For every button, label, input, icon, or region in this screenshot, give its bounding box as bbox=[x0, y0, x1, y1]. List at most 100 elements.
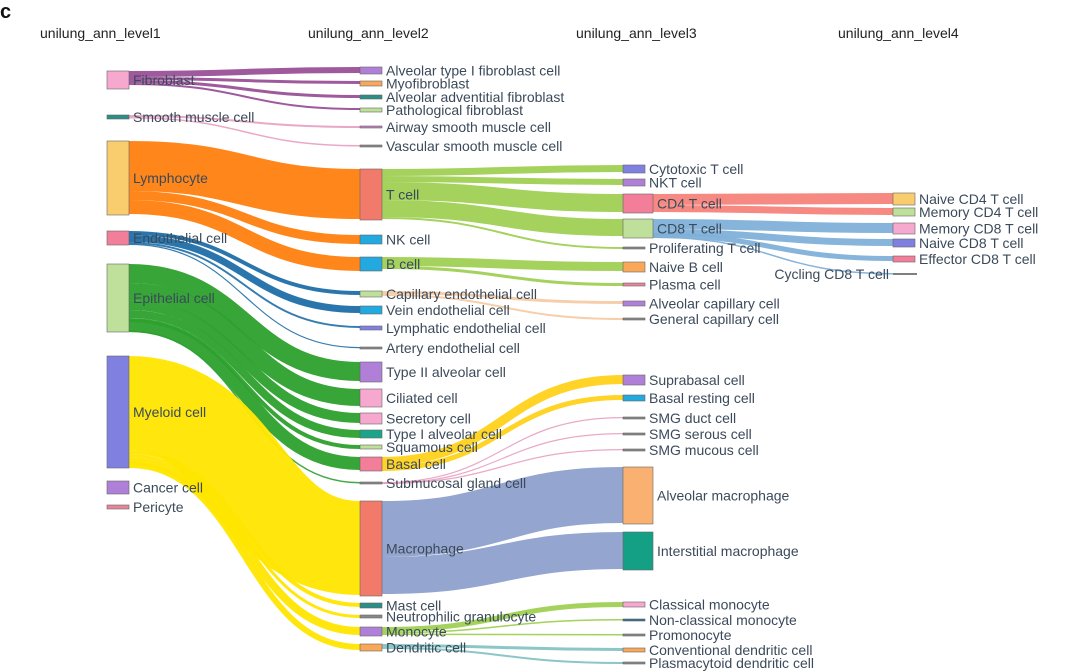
node-smgs[interactable] bbox=[622, 432, 646, 436]
node-cd4[interactable] bbox=[622, 193, 654, 214]
label-basr: Basal resting cell bbox=[649, 390, 755, 406]
flow-cd4-to-m4 bbox=[652, 205, 894, 215]
label-artery: Artery endothelial cell bbox=[386, 340, 520, 356]
flow-bas-to-basr bbox=[381, 395, 624, 471]
flow-bcell-to-plasma bbox=[381, 266, 624, 286]
node-at2[interactable] bbox=[359, 361, 383, 383]
node-e8[interactable] bbox=[892, 255, 916, 263]
label-aaf: Alveolar adventitial fibroblast bbox=[386, 89, 564, 105]
node-supra[interactable] bbox=[622, 374, 646, 386]
label-at2: Type II alveolar cell bbox=[386, 364, 506, 380]
flow-epi-to-cil bbox=[128, 283, 361, 406]
flow-lym-to-bcell bbox=[128, 200, 361, 271]
node-at1f[interactable] bbox=[359, 66, 383, 75]
node-squ[interactable] bbox=[359, 444, 383, 450]
node-vein[interactable] bbox=[359, 305, 383, 315]
node-tcell[interactable] bbox=[359, 168, 383, 221]
label-smgm: SMG mucous cell bbox=[649, 442, 759, 458]
label-naiveb: Naive B cell bbox=[649, 259, 723, 275]
label-acap: Alveolar capillary cell bbox=[649, 296, 780, 312]
label-nkt: NKT cell bbox=[649, 175, 702, 191]
sankey-nodes bbox=[106, 66, 917, 665]
node-mast[interactable] bbox=[359, 602, 383, 609]
node-cd8[interactable] bbox=[622, 218, 654, 239]
node-amac[interactable] bbox=[622, 466, 654, 525]
node-naiveb[interactable] bbox=[622, 261, 646, 273]
node-smc[interactable] bbox=[106, 114, 130, 120]
node-n4[interactable] bbox=[892, 192, 916, 206]
node-mye[interactable] bbox=[106, 355, 130, 469]
node-mono[interactable] bbox=[359, 626, 383, 637]
node-cil[interactable] bbox=[359, 388, 383, 408]
node-bcell[interactable] bbox=[359, 256, 383, 272]
label-plasma: Plasma cell bbox=[649, 277, 721, 293]
flow-mono-to-ncmono bbox=[381, 619, 624, 634]
node-neu[interactable] bbox=[359, 614, 383, 619]
node-prolif[interactable] bbox=[622, 246, 646, 250]
node-at1[interactable] bbox=[359, 429, 383, 439]
flow-tcell-to-cyt bbox=[381, 165, 624, 176]
node-m4[interactable] bbox=[892, 207, 916, 217]
node-smg[interactable] bbox=[359, 481, 383, 485]
node-smgd[interactable] bbox=[622, 416, 646, 420]
node-aaf[interactable] bbox=[359, 94, 383, 100]
label-imac: Interstitial macrophage bbox=[657, 543, 799, 559]
level-headers: c unilung_ann_level1 unilung_ann_level2 … bbox=[0, 1, 959, 41]
node-artery[interactable] bbox=[359, 346, 383, 350]
flow-fib-to-aaf bbox=[128, 80, 361, 98]
node-promono[interactable] bbox=[622, 633, 646, 637]
node-n8[interactable] bbox=[892, 238, 916, 248]
node-imac[interactable] bbox=[622, 531, 654, 571]
header-level2: unilung_ann_level2 bbox=[308, 25, 429, 41]
node-epi[interactable] bbox=[106, 263, 130, 333]
node-endo[interactable] bbox=[106, 230, 130, 246]
node-pathf[interactable] bbox=[359, 107, 383, 113]
node-myof[interactable] bbox=[359, 80, 383, 87]
node-smgm[interactable] bbox=[622, 448, 646, 452]
flow-endo-to-cap bbox=[128, 231, 361, 295]
node-sec[interactable] bbox=[359, 412, 383, 425]
node-bas[interactable] bbox=[359, 456, 383, 472]
node-acap[interactable] bbox=[622, 300, 646, 307]
node-basr[interactable] bbox=[622, 394, 646, 402]
node-asm[interactable] bbox=[359, 125, 383, 129]
node-cmono[interactable] bbox=[622, 601, 646, 608]
node-m8[interactable] bbox=[892, 222, 916, 235]
label-e8: Effector CD8 T cell bbox=[919, 251, 1036, 267]
node-lym[interactable] bbox=[106, 140, 130, 216]
node-ncmono[interactable] bbox=[622, 618, 646, 622]
node-gcap[interactable] bbox=[622, 317, 646, 321]
node-nkt[interactable] bbox=[622, 178, 646, 187]
label-epi: Epithelial cell bbox=[133, 290, 215, 306]
label-bcell: B cell bbox=[386, 256, 420, 272]
flow-tcell-to-prolif bbox=[381, 217, 624, 249]
label-cdc: Conventional dendritic cell bbox=[649, 642, 812, 658]
node-nk[interactable] bbox=[359, 234, 383, 245]
flow-epi-to-bas bbox=[128, 319, 361, 470]
label-cap: Capillary endothelial cell bbox=[386, 286, 537, 302]
label-cyt: Cytotoxic T cell bbox=[649, 161, 743, 177]
node-can[interactable] bbox=[106, 480, 130, 495]
node-vsm[interactable] bbox=[359, 144, 383, 148]
node-mac[interactable] bbox=[359, 500, 383, 597]
node-fib[interactable] bbox=[106, 70, 130, 90]
label-can: Cancer cell bbox=[133, 480, 203, 496]
label-bas: Basal cell bbox=[386, 456, 446, 472]
node-pdc[interactable] bbox=[622, 661, 646, 665]
node-cyt[interactable] bbox=[622, 164, 646, 174]
node-cap[interactable] bbox=[359, 290, 383, 298]
node-lymph[interactable] bbox=[359, 325, 383, 331]
node-per[interactable] bbox=[106, 504, 130, 510]
node-dc[interactable] bbox=[359, 643, 383, 652]
label-prolif: Proliferating T cell bbox=[649, 240, 761, 256]
label-smg: Submucosal gland cell bbox=[386, 475, 526, 491]
node-cdc[interactable] bbox=[622, 647, 646, 653]
node-plasma[interactable] bbox=[622, 282, 646, 287]
label-mono: Monocyte bbox=[386, 624, 447, 640]
flow-smc-to-asm bbox=[128, 115, 361, 128]
flow-bcell-to-naiveb bbox=[381, 257, 624, 271]
flow-tcell-to-nkt bbox=[381, 176, 624, 185]
flow-epi-to-sec bbox=[128, 300, 361, 423]
label-mast: Mast cell bbox=[386, 598, 441, 614]
